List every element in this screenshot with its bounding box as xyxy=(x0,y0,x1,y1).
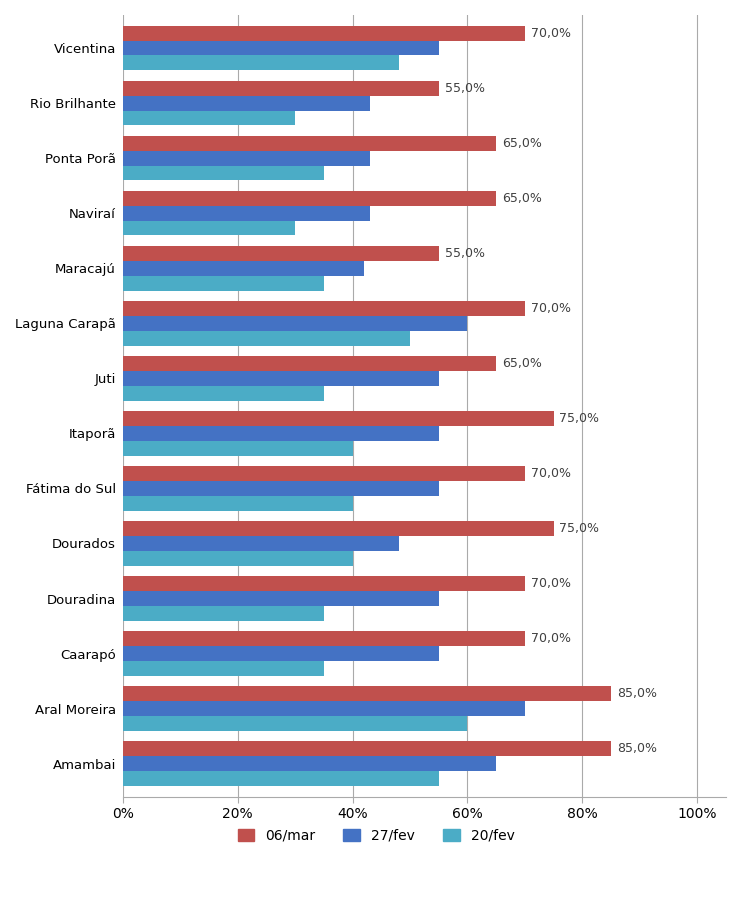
Text: 85,0%: 85,0% xyxy=(617,688,657,700)
Bar xyxy=(123,316,468,331)
Bar xyxy=(123,331,410,346)
Text: 65,0%: 65,0% xyxy=(502,191,542,205)
Bar xyxy=(123,551,353,566)
Bar xyxy=(123,385,324,401)
Text: 55,0%: 55,0% xyxy=(445,82,485,94)
Bar xyxy=(123,276,324,290)
Bar xyxy=(123,151,370,166)
Text: 85,0%: 85,0% xyxy=(617,742,657,756)
Text: 75,0%: 75,0% xyxy=(559,412,599,425)
Bar xyxy=(123,687,611,701)
Bar xyxy=(123,631,525,646)
Bar xyxy=(123,166,324,180)
Text: 70,0%: 70,0% xyxy=(531,26,571,40)
Bar xyxy=(123,536,399,551)
Bar xyxy=(123,55,399,71)
Text: 70,0%: 70,0% xyxy=(531,632,571,645)
Bar xyxy=(123,661,324,676)
Bar xyxy=(123,576,525,591)
Bar xyxy=(123,426,439,441)
Text: 65,0%: 65,0% xyxy=(502,357,542,370)
Bar xyxy=(123,206,370,220)
Text: 70,0%: 70,0% xyxy=(531,467,571,480)
Bar xyxy=(123,756,496,771)
Bar xyxy=(123,481,439,496)
Bar xyxy=(123,411,554,426)
Bar xyxy=(123,246,439,261)
Bar xyxy=(123,261,364,276)
Bar xyxy=(123,356,496,371)
Text: 70,0%: 70,0% xyxy=(531,302,571,315)
Bar xyxy=(123,301,525,316)
Text: 55,0%: 55,0% xyxy=(445,247,485,260)
Bar xyxy=(123,522,554,536)
Bar xyxy=(123,81,439,95)
Bar xyxy=(123,95,370,111)
Bar xyxy=(123,716,468,731)
Text: 70,0%: 70,0% xyxy=(531,577,571,590)
Text: 65,0%: 65,0% xyxy=(502,137,542,150)
Bar xyxy=(123,496,353,511)
Bar xyxy=(123,741,611,756)
Bar xyxy=(123,190,496,206)
Bar xyxy=(123,606,324,620)
Bar xyxy=(123,220,295,236)
Bar xyxy=(123,371,439,385)
Legend: 06/mar, 27/fev, 20/fev: 06/mar, 27/fev, 20/fev xyxy=(232,824,520,848)
Bar xyxy=(123,111,295,125)
Bar xyxy=(123,591,439,606)
Text: 75,0%: 75,0% xyxy=(559,522,599,535)
Bar xyxy=(123,41,439,55)
Bar xyxy=(123,701,525,716)
Bar xyxy=(123,466,525,481)
Bar xyxy=(123,441,353,455)
Bar xyxy=(123,771,439,786)
Bar xyxy=(123,136,496,151)
Bar xyxy=(123,25,525,41)
Bar xyxy=(123,646,439,661)
